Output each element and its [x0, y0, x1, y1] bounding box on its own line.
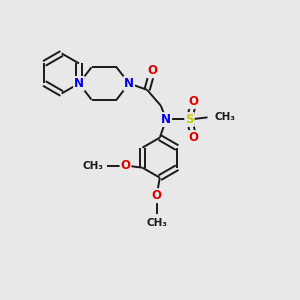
Text: N: N [124, 77, 134, 90]
Text: CH₃: CH₃ [146, 218, 167, 228]
Text: O: O [189, 131, 199, 144]
Text: O: O [121, 159, 130, 172]
Text: S: S [185, 113, 194, 126]
Text: O: O [147, 64, 158, 77]
Text: CH₃: CH₃ [215, 112, 236, 122]
Text: O: O [189, 95, 199, 108]
Text: CH₃: CH₃ [82, 160, 103, 170]
Text: N: N [161, 113, 171, 126]
Text: N: N [74, 77, 84, 90]
Text: O: O [152, 189, 162, 202]
